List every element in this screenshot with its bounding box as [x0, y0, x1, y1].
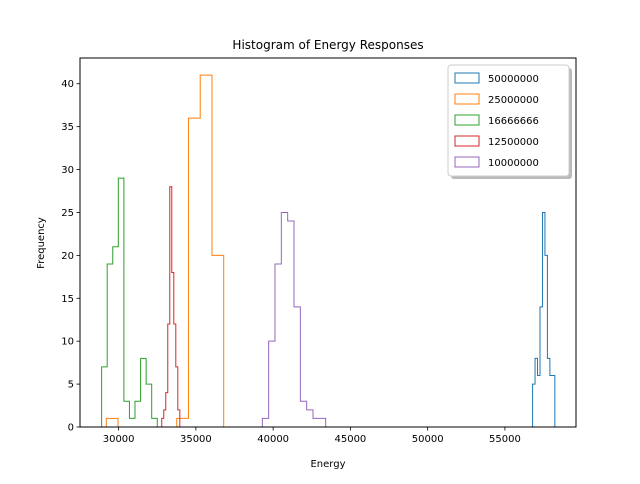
legend-label: 12500000 [488, 137, 539, 148]
x-tick-label: 55000 [489, 434, 521, 445]
y-tick-label: 35 [61, 122, 74, 133]
y-tick-label: 30 [61, 165, 74, 176]
histogram-bin [281, 212, 287, 427]
histogram-bin [107, 264, 113, 427]
histogram-series-16666666 [101, 177, 158, 427]
histogram-bin [212, 255, 224, 427]
legend: 50000000 25000000 16666666 12500000 10000000 [447, 64, 572, 179]
legend-swatch [454, 72, 480, 84]
legend-box [447, 64, 570, 177]
histogram-bin [168, 324, 170, 427]
histogram-series-10000000 [261, 211, 327, 427]
histogram-bin [540, 307, 542, 427]
legend-label: 10000000 [488, 158, 539, 169]
histogram-bin [166, 393, 168, 427]
y-tick-label: 40 [61, 79, 74, 90]
histogram-bin [170, 187, 172, 427]
histogram-bin [535, 358, 537, 427]
histogram-bin [162, 418, 164, 427]
histogram-step-16666666 [101, 177, 158, 427]
histogram-step-25000000 [105, 74, 225, 428]
legend-label: 16666666 [488, 116, 539, 127]
x-axis-ticks: 30000 35000 40000 45000 50000 55000 [103, 427, 521, 445]
x-tick-label: 45000 [334, 434, 366, 445]
histogram-bin [141, 358, 147, 427]
histogram-bin [542, 212, 544, 427]
histogram-series-50000000 [532, 211, 558, 428]
histogram-bin [275, 264, 281, 427]
histogram-series-25000000 [105, 74, 225, 428]
histogram-bin [124, 401, 130, 427]
legend-swatch [454, 114, 480, 126]
histogram-bin [547, 358, 549, 427]
histogram-bin [164, 410, 166, 427]
histogram-bin [538, 376, 540, 427]
histogram-bin [113, 247, 119, 427]
series-layer [101, 74, 558, 428]
histogram-bin [178, 410, 180, 427]
y-axis-label: Frequency [36, 217, 47, 269]
histogram-bin [118, 178, 124, 427]
legend-swatch [454, 156, 480, 168]
y-tick-label: 25 [61, 208, 74, 219]
histogram-bin [172, 273, 174, 427]
histogram-bin [269, 341, 275, 427]
histogram-bin [176, 367, 178, 427]
x-tick-label: 50000 [412, 434, 444, 445]
histogram-bin [550, 376, 552, 427]
legend-label: 50000000 [488, 74, 539, 85]
histogram-series-12500000 [161, 186, 182, 428]
axes-frame [79, 57, 577, 428]
histogram-bin [294, 307, 300, 427]
histogram-bin [552, 376, 554, 427]
histogram-bin [102, 367, 108, 427]
histogram-bin [129, 418, 135, 427]
legend-label: 25000000 [488, 95, 539, 106]
histogram-bin [288, 221, 294, 427]
chart-title: Histogram of Energy Responses [232, 38, 423, 52]
histogram-bin [135, 401, 141, 427]
histogram-step-50000000 [532, 211, 558, 428]
histogram-bin [174, 324, 176, 427]
histogram-bin [146, 384, 152, 427]
x-axis-label: Energy [310, 459, 345, 470]
x-tick-label: 30000 [103, 434, 135, 445]
histogram-bin [319, 418, 325, 427]
histogram-bin [262, 418, 268, 427]
y-axis-ticks: 0 5 10 15 20 25 30 35 40 [61, 79, 80, 434]
histogram-step-10000000 [261, 211, 327, 427]
y-tick-label: 5 [68, 380, 74, 391]
y-tick-label: 0 [68, 423, 74, 434]
histogram-bin [533, 384, 535, 427]
histogram-bin [313, 418, 319, 427]
y-tick-label: 20 [61, 251, 74, 262]
histogram-bin [152, 418, 158, 427]
legend-swatch [454, 93, 480, 105]
histogram-bin [545, 255, 547, 427]
histogram-step-12500000 [161, 186, 182, 428]
x-tick-label: 35000 [180, 434, 212, 445]
y-tick-label: 15 [61, 294, 74, 305]
y-tick-label: 10 [61, 337, 74, 348]
legend-swatch [454, 135, 480, 147]
histogram-bin [200, 75, 212, 427]
histogram-bin [307, 410, 313, 427]
histogram-bin [188, 118, 200, 427]
histogram-bin [300, 401, 306, 427]
x-tick-label: 40000 [257, 434, 289, 445]
